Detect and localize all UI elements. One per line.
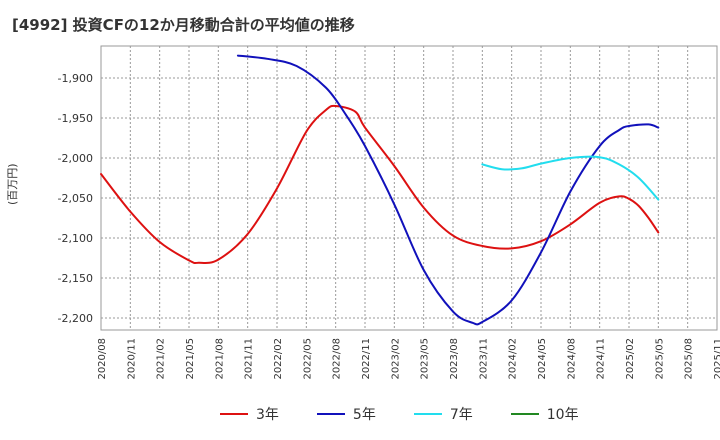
legend-label-7y: 7年 [449,407,473,423]
legend-label-5y: 5年 [352,407,376,423]
chart-plot: -1,900 -1,950 -2,000 -2,050 -2,100 -2,150 -2,2… [58,45,720,380]
y-tick-label: -2,150 [58,272,93,285]
legend-item-3y[interactable]: 3年 [220,404,279,424]
y-tick-label: -2,000 [58,152,93,165]
y-tick-label: -1,950 [58,112,93,125]
x-tick-label: 2023/02 [390,338,401,380]
legend-label-10y: 10年 [546,407,579,423]
legend-swatch-10y [510,413,539,415]
legend-swatch-7y [413,413,442,415]
x-tick-label: 2022/08 [332,338,343,380]
x-tick-label: 2024/05 [537,338,548,380]
x-tick-label: 2023/08 [449,338,460,380]
legend-item-10y[interactable]: 10年 [510,404,579,424]
x-tick-label: 2024/02 [508,338,519,380]
x-tick-label: 2020/08 [97,338,108,380]
x-tick-label: 2021/05 [185,338,196,380]
legend-label-3y: 3年 [256,407,279,423]
x-tick-label: 2020/11 [126,338,137,380]
x-tick-labels: 2020/08 2020/11 2021/02 2021/05 2021/08 2021/… [97,338,720,380]
x-tick-label: 2025/08 [684,338,695,380]
x-tick-label: 2021/08 [214,338,225,380]
legend-swatch-3y [220,413,248,415]
series-line-5y [236,54,660,326]
x-tick-label: 2022/05 [302,338,313,380]
x-tick-label: 2025/11 [713,338,720,380]
x-tick-label: 2022/11 [361,338,372,380]
x-tick-label: 2025/05 [654,338,665,380]
y-tick-label: -2,100 [58,232,93,245]
plot-frame [100,45,718,331]
legend-item-7y[interactable]: 7年 [413,404,473,424]
axes [100,45,718,331]
x-tick-label: 2021/11 [244,338,255,380]
x-tick-label: 2024/08 [566,338,577,380]
x-tick-label: 2023/05 [420,338,431,380]
y-tick-label: -2,050 [58,192,93,205]
series-line-7y [481,155,660,201]
x-tick-label: 2024/11 [596,338,607,380]
x-tick-label: 2021/02 [156,338,167,380]
x-tick-label: 2023/11 [478,338,489,380]
legend-item-5y[interactable]: 5年 [316,404,376,424]
series-line-3y [100,104,660,265]
legend-swatch-5y [316,413,345,415]
y-tick-label: -2,200 [58,312,93,325]
y-tick-labels: -1,900 -1,950 -2,000 -2,050 -2,100 -2,150 -2,2… [58,72,93,325]
legend: 3年 5年 7年 10年 [220,404,579,424]
x-tick-label: 2022/02 [273,338,284,380]
y-tick-label: -1,900 [58,72,93,85]
series-lines [100,54,660,326]
chart-title: [4992] 投資CFの12か月移動合計の平均値の推移 [12,16,355,34]
x-tick-label: 2025/02 [625,338,636,380]
